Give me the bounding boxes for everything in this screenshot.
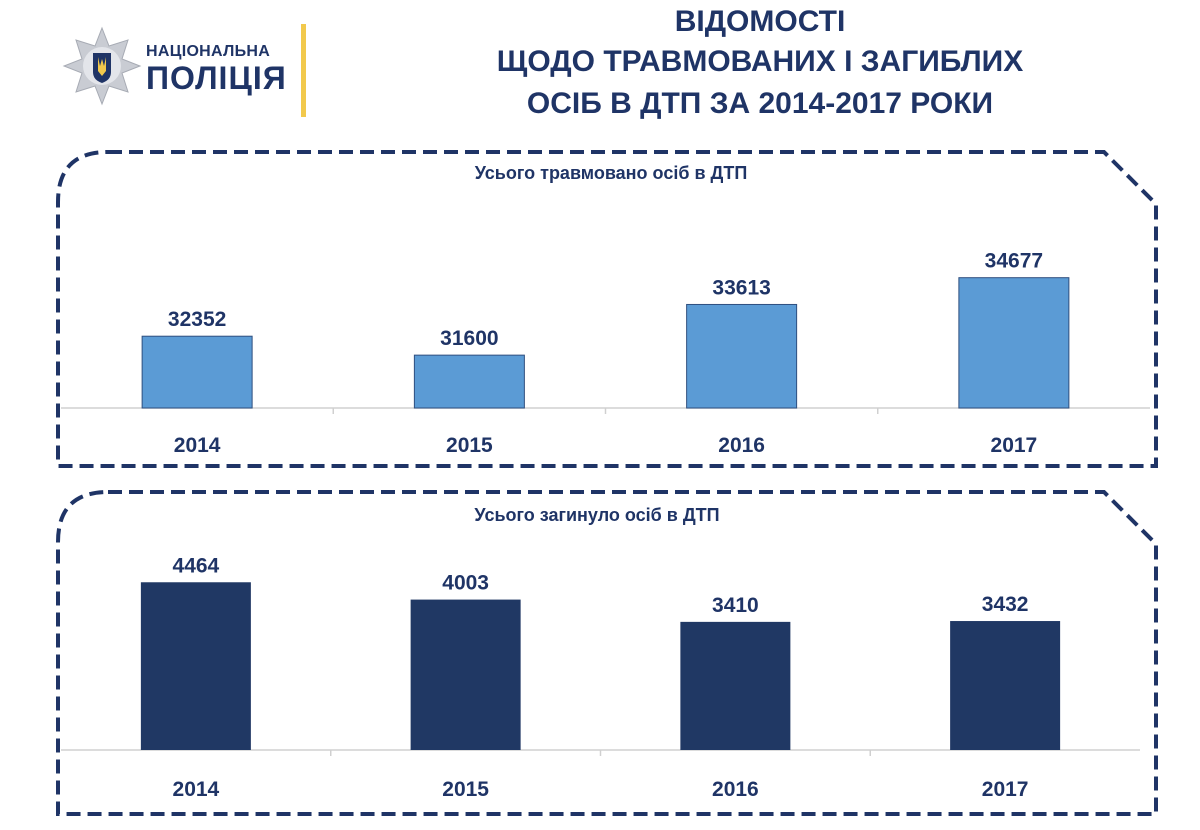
data-label-2015: 31600 — [440, 327, 498, 350]
bar-2014 — [140, 582, 251, 750]
bar-2015 — [410, 599, 521, 750]
bar-2014 — [141, 335, 253, 409]
bar-2015 — [413, 354, 525, 409]
data-label-2015: 4003 — [442, 572, 489, 595]
killed-bar-chart: 4464 2014 4003 2015 3410 2016 3432 2017 — [61, 554, 1140, 801]
killed-panel-frame — [56, 490, 1158, 816]
page-title-line3: ОСІБ В ДТП ЗА 2014-2017 РОКИ — [526, 87, 994, 120]
category-label-2017: 2017 — [991, 434, 1038, 457]
data-label-2016: 33613 — [712, 276, 770, 299]
data-label-2014: 4464 — [173, 554, 220, 577]
police-star-icon — [62, 26, 142, 106]
police-logo: НАЦІОНАЛЬНА ПОЛІЦІЯ — [62, 26, 302, 116]
page-title-line2: ЩОДО ТРАВМОВАНИХ І ЗАГИБЛИХ — [496, 45, 1024, 78]
logo-text-top: НАЦІОНАЛЬНА — [146, 43, 271, 60]
category-label-2015: 2015 — [442, 778, 489, 801]
injured-panel-frame — [56, 150, 1158, 468]
category-label-2017: 2017 — [982, 778, 1029, 801]
data-label-2017: 3432 — [982, 593, 1029, 616]
killed-chart-title: Усього загинуло осіб в ДТП — [474, 505, 720, 525]
logo-text-bottom: ПОЛІЦІЯ — [146, 60, 287, 96]
category-label-2015: 2015 — [446, 434, 493, 457]
data-label-2016: 3410 — [712, 594, 759, 617]
category-label-2014: 2014 — [174, 434, 221, 457]
data-label-2017: 34677 — [985, 250, 1043, 273]
logo-divider — [301, 24, 306, 117]
bar-2016 — [680, 621, 791, 750]
injured-chart-title: Усього травмовано осіб в ДТП — [474, 163, 748, 183]
category-label-2014: 2014 — [173, 778, 220, 801]
category-label-2016: 2016 — [718, 434, 765, 457]
category-label-2016: 2016 — [712, 778, 759, 801]
page-title-line1: ВІДОМОСТІ — [674, 5, 846, 38]
injured-bar-chart: 32352 2014 31600 2015 33613 2016 34677 2017 — [61, 250, 1150, 457]
bar-2017 — [950, 621, 1061, 750]
bar-2016 — [686, 303, 798, 409]
data-label-2014: 32352 — [168, 308, 226, 331]
bar-2017 — [958, 277, 1070, 409]
